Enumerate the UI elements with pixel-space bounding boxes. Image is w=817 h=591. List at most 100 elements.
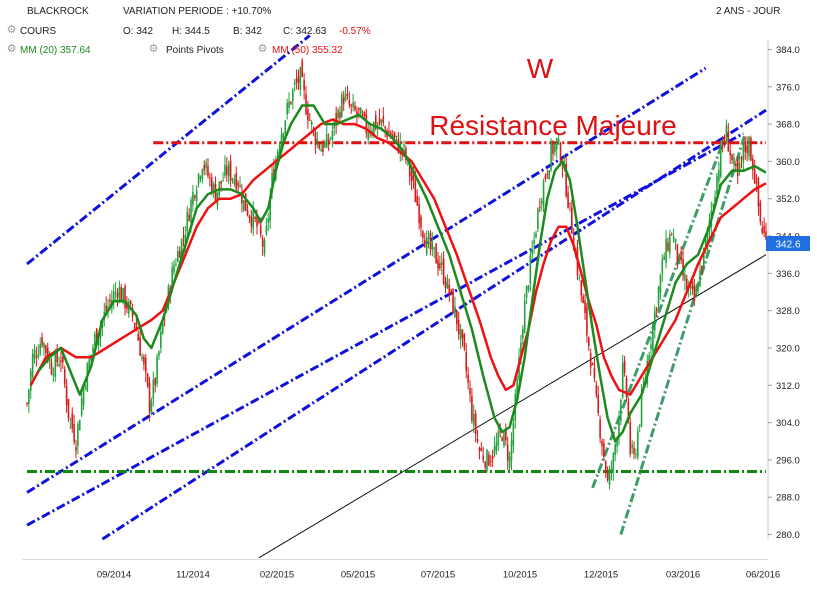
candle-body <box>197 173 200 185</box>
pivots-settings-icon[interactable]: ⚙ <box>148 43 159 55</box>
candle-body <box>48 358 51 363</box>
candle-body <box>571 207 573 234</box>
candle-body <box>661 259 664 274</box>
candle-body <box>26 403 28 405</box>
candle-body <box>52 374 55 376</box>
candle-body <box>374 115 377 129</box>
candle-body <box>418 204 420 224</box>
candle-body <box>118 287 121 302</box>
candle-body <box>269 196 271 222</box>
candle-body <box>124 285 126 308</box>
cours-settings-icon[interactable]: ⚙ <box>6 24 17 36</box>
candle-body <box>75 446 77 452</box>
candle-body <box>229 160 232 181</box>
candle-body <box>137 334 140 341</box>
candle-body <box>610 468 613 471</box>
candle-body <box>461 329 464 338</box>
candle-body <box>46 347 49 361</box>
candle-body <box>107 306 109 309</box>
candle-body <box>344 93 347 101</box>
candle-body <box>388 131 390 134</box>
candle-body <box>684 274 686 281</box>
candle-body <box>233 179 236 185</box>
candle-body <box>752 158 754 170</box>
candle-body <box>548 170 551 180</box>
candle-body <box>380 119 383 123</box>
candle-body <box>757 178 760 207</box>
candle-body <box>657 287 660 305</box>
candle-body <box>569 202 571 204</box>
candle-body <box>357 107 360 110</box>
candle-body <box>254 217 256 219</box>
candle-body <box>28 389 30 405</box>
candle-body <box>158 351 160 356</box>
candle-body <box>135 322 138 331</box>
candle-body <box>495 442 498 451</box>
candle-body <box>146 373 149 386</box>
x-tick-label: 06/2016 <box>746 570 780 581</box>
candle-body <box>691 281 694 290</box>
steep-trend-line <box>591 137 726 489</box>
candle-body <box>561 167 564 169</box>
candle-body <box>192 192 194 205</box>
candle-body <box>736 159 739 177</box>
candle-body <box>621 362 624 398</box>
candle-body <box>160 331 162 349</box>
candle-body <box>350 104 353 106</box>
mm20-label: MM (20) 357.64 <box>20 45 91 56</box>
candle-body <box>512 422 515 446</box>
candle-body <box>116 293 119 297</box>
candle-body <box>469 388 471 395</box>
candle-body <box>738 163 741 171</box>
candle-body <box>205 162 207 168</box>
y-tick-label: 368.0 <box>776 120 800 131</box>
period-label[interactable]: 2 ANS - JOUR <box>716 6 781 17</box>
candle-body <box>331 130 334 140</box>
ticker-title: BLACKROCK <box>27 6 89 17</box>
mm50-settings-icon[interactable]: ⚙ <box>257 43 268 55</box>
candle-body <box>723 142 726 144</box>
candle-body <box>650 344 652 350</box>
candle-body <box>114 291 117 293</box>
candle-body <box>322 143 324 152</box>
candle-body <box>231 178 234 180</box>
candle-body <box>354 105 356 110</box>
candle-body <box>373 121 375 136</box>
candle-body <box>467 374 469 383</box>
candle-body <box>755 181 758 183</box>
candle-body <box>337 109 339 119</box>
candle-body <box>674 238 677 243</box>
candle-body <box>446 277 449 289</box>
candle-body <box>712 204 715 207</box>
candle-body <box>144 357 147 373</box>
candle-body <box>604 461 607 473</box>
candle-body <box>748 136 750 157</box>
candle-body <box>256 215 258 227</box>
candle-body <box>301 60 304 77</box>
candle-body <box>239 185 241 187</box>
candle-body <box>601 441 603 447</box>
candle-body <box>729 150 731 155</box>
candle-body <box>227 164 230 177</box>
candle-body <box>186 211 189 232</box>
candle-body <box>356 111 358 114</box>
candle-body <box>538 207 541 209</box>
candle-body <box>305 94 307 114</box>
channel-line <box>26 132 745 527</box>
candle-body <box>486 449 488 471</box>
mm20-settings-icon[interactable]: ⚙ <box>6 43 17 55</box>
candle-body <box>122 288 124 301</box>
candle-body <box>489 460 492 462</box>
candle-body <box>484 462 486 468</box>
candle-body <box>746 145 748 153</box>
candle-body <box>318 144 321 149</box>
candle-body <box>214 184 217 203</box>
candle-body <box>246 209 249 216</box>
candle-body <box>503 430 505 446</box>
channel-line <box>26 66 707 494</box>
candle-body <box>555 138 558 150</box>
candle-body <box>427 237 430 240</box>
candle-body <box>508 456 511 468</box>
candle-body <box>54 353 57 377</box>
candle-body <box>112 291 115 302</box>
